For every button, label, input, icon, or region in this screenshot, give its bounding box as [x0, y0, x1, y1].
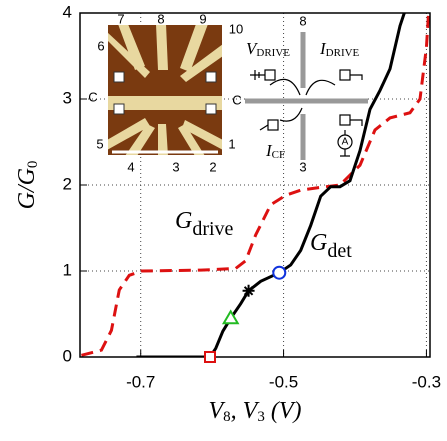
schematic-label: C: [232, 92, 241, 107]
schematic: [245, 32, 368, 160]
x-tick-label: -0.3: [412, 372, 441, 391]
y-tick-label: 1: [63, 260, 72, 279]
series-label-main: G: [310, 230, 327, 256]
schematic-label-main: V: [246, 39, 259, 58]
y-axis-label: G/G0: [14, 161, 42, 210]
schematic-symbols: [250, 69, 363, 157]
schematic-label: VDRIVE: [246, 39, 290, 59]
inset-labels: 7 8 9 10 6 C 5 4 3 21: [88, 11, 243, 174]
series-label-sub: det: [327, 240, 352, 262]
marker: [242, 284, 255, 297]
x-tick-label: -0.7: [126, 372, 155, 391]
schematic-label-main: I: [319, 39, 327, 58]
y-tick-label: 2: [63, 174, 72, 193]
schematic-label-sub: DRIVE: [326, 47, 360, 59]
inset-label: 4: [127, 159, 134, 174]
schematic-label: IDRIVE: [319, 39, 360, 59]
y-tick-label: 0: [63, 346, 72, 365]
inset-image: [106, 23, 224, 157]
y-tick-label: 3: [63, 88, 72, 107]
marker: [204, 351, 216, 363]
grid: [80, 12, 430, 358]
curves: [81, 13, 430, 357]
schematic-label: 3: [299, 159, 306, 174]
schematic-label-sub: CF: [272, 149, 285, 161]
series-label: Gdrive: [175, 208, 234, 240]
schematic-label: A: [342, 137, 349, 148]
series-line: [136, 13, 406, 357]
series-label-main: G: [175, 208, 192, 234]
x-axis-label: V8, V3 (V): [209, 398, 302, 426]
inset-label: 5: [96, 136, 103, 151]
inset-label: 10: [229, 21, 243, 36]
inset-label: C: [88, 89, 97, 104]
marker: [221, 309, 240, 325]
series-label: Gdet: [310, 230, 352, 262]
inset-label: 1: [228, 136, 235, 151]
series-label-sub: drive: [192, 218, 233, 240]
schematic-label-sub: DRIVE: [256, 47, 290, 59]
x-tick-label: -0.5: [269, 372, 298, 391]
inset-label: 7: [117, 11, 124, 26]
inset-label: 8: [157, 11, 164, 26]
inset-label: 6: [97, 38, 104, 53]
schematic-label-main: I: [265, 141, 273, 160]
inset-label: 2: [209, 159, 216, 174]
schematic-label: ICF: [265, 141, 285, 161]
inset-label: 3: [172, 159, 179, 174]
marker: [272, 265, 287, 280]
series-line: [81, 13, 430, 357]
schematic-label: 8: [299, 13, 306, 28]
inset-label: 9: [199, 11, 206, 26]
y-tick-label: 4: [63, 2, 72, 21]
